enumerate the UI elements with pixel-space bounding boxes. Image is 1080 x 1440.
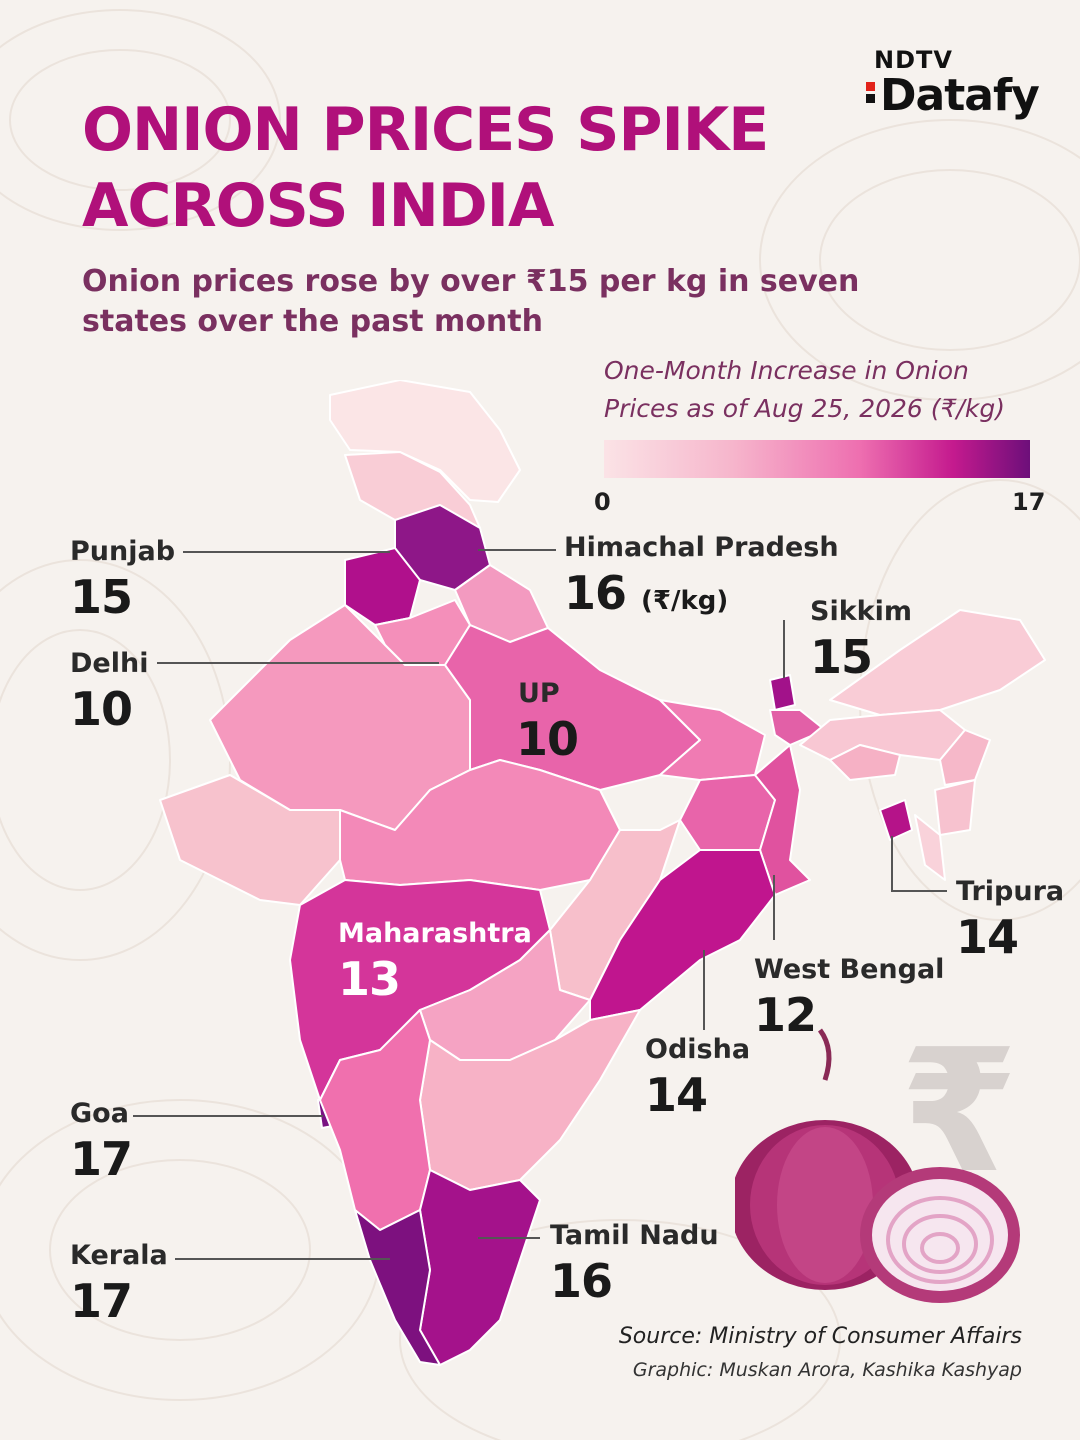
unit-label: (₹/kg) xyxy=(641,586,729,616)
state-name: Sikkim xyxy=(810,596,913,627)
callout-tripura: Tripura 14 xyxy=(956,876,1064,966)
brand-dot-black xyxy=(866,94,875,103)
state-name: Odisha xyxy=(645,1034,751,1065)
region-nagaland xyxy=(939,729,991,786)
state-value: 14 xyxy=(956,910,1019,964)
callout-west-bengal: West Bengal 12 xyxy=(754,954,944,1044)
region-gujarat xyxy=(159,774,341,906)
leader-kerala xyxy=(175,1258,390,1260)
region-tripura xyxy=(879,799,913,841)
state-name: Tamil Nadu xyxy=(550,1220,719,1251)
page-subtitle: Onion prices rose by over ₹15 per kg in … xyxy=(82,264,860,339)
region-sikkim xyxy=(769,674,796,711)
callout-tamil-nadu: Tamil Nadu 16 xyxy=(550,1220,719,1310)
legend-max-label: 17 xyxy=(1012,488,1046,516)
state-value: 17 xyxy=(70,1132,133,1186)
region-west-bengal xyxy=(754,744,811,896)
leader-west-bengal xyxy=(773,875,775,940)
onion-icon: ₹ xyxy=(735,1020,1020,1303)
region-jharkhand xyxy=(679,774,776,851)
brand-datafy: Datafy xyxy=(880,70,1040,121)
region-mizoram xyxy=(914,814,946,881)
callout-punjab: Punjab 15 xyxy=(70,536,175,626)
legend-gradient-bar xyxy=(604,440,1030,478)
callout-delhi: Delhi 10 xyxy=(70,648,148,738)
state-value: 15 xyxy=(810,630,873,684)
region-manipur xyxy=(934,779,976,836)
state-name: Tripura xyxy=(956,876,1065,907)
region-kerala xyxy=(354,1209,441,1366)
leader-himachal xyxy=(478,549,556,551)
state-value: 16 xyxy=(550,1254,613,1308)
state-name: West Bengal xyxy=(754,954,945,985)
state-name: Kerala xyxy=(70,1240,168,1271)
region-meghalaya xyxy=(829,744,901,781)
state-name: Himachal Pradesh xyxy=(564,532,839,563)
state-value: 13 xyxy=(338,952,401,1006)
state-value-with-unit: 16 (₹/kg) xyxy=(564,564,839,630)
leader-sikkim xyxy=(783,620,785,678)
ndtv-datafy-logo: NDTV Datafy xyxy=(866,44,1056,134)
legend-title: One-Month Increase in Onion Prices as of… xyxy=(604,356,1005,423)
state-value: 17 xyxy=(70,1274,133,1328)
state-value: 15 xyxy=(70,570,133,624)
leader-tripura-h xyxy=(891,890,947,892)
leader-goa xyxy=(133,1115,323,1117)
state-value: 10 xyxy=(70,682,133,736)
graphic-credit: Graphic: Muskan Arora, Kashika Kashyap xyxy=(632,1359,1022,1381)
callout-sikkim: Sikkim 15 xyxy=(810,596,912,686)
region-odisha xyxy=(589,849,776,1021)
region-karnataka xyxy=(319,1009,431,1231)
leader-odisha xyxy=(703,950,705,1030)
callout-himachal-pradesh: Himachal Pradesh 16 (₹/kg) xyxy=(564,532,839,630)
page-title: ONION PRICES SPIKE ACROSS INDIA xyxy=(82,95,769,241)
region-tamil-nadu xyxy=(419,1169,541,1366)
brand-dot-red xyxy=(866,82,875,91)
leader-punjab xyxy=(183,551,390,553)
region-jammu-kashmir xyxy=(329,380,521,503)
callout-goa: Goa 17 xyxy=(70,1098,133,1188)
brand-ndtv: NDTV xyxy=(874,46,953,74)
leader-delhi xyxy=(157,662,439,664)
legend-min-label: 0 xyxy=(594,488,611,516)
state-name: Maharashtra xyxy=(338,918,532,949)
callout-up: UP 10 xyxy=(516,678,579,768)
india-choropleth-map xyxy=(159,380,1046,1366)
state-name: UP xyxy=(518,678,560,709)
leader-tripura-v xyxy=(891,836,893,891)
state-name: Punjab xyxy=(70,536,176,567)
state-name: Goa xyxy=(70,1098,129,1129)
state-value: 12 xyxy=(754,988,817,1042)
state-value: 10 xyxy=(516,712,579,766)
state-value: 16 xyxy=(564,566,627,620)
callout-kerala: Kerala 17 xyxy=(70,1240,168,1330)
callout-maharashtra: Maharashtra 13 xyxy=(338,918,532,1008)
leader-tamil-nadu xyxy=(478,1237,540,1239)
state-value: 14 xyxy=(645,1068,708,1122)
callout-odisha: Odisha 14 xyxy=(645,1034,750,1124)
source-note: Source: Ministry of Consumer Affairs xyxy=(618,1324,1022,1349)
state-name: Delhi xyxy=(70,648,149,679)
